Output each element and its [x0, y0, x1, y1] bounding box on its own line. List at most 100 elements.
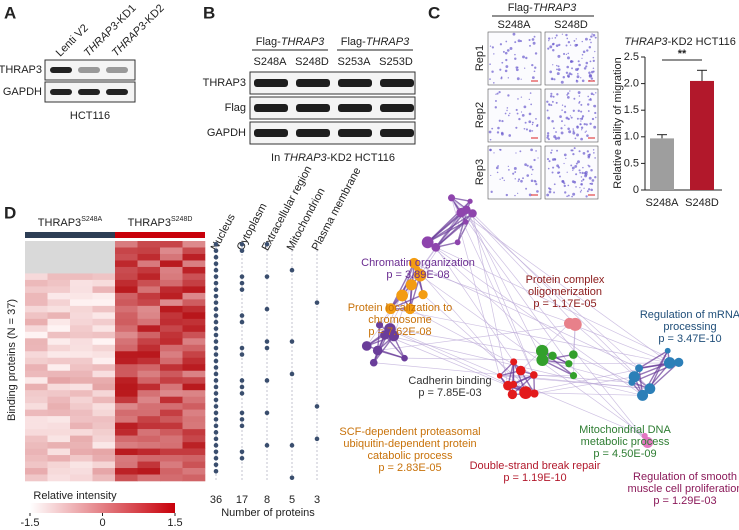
cell	[563, 182, 566, 185]
cell	[512, 32, 516, 36]
heatmap-cell	[25, 448, 48, 456]
cell	[588, 71, 591, 74]
protein-dot	[213, 345, 219, 351]
protein-dot	[213, 313, 219, 318]
heatmap-cell	[70, 351, 93, 359]
micrograph	[487, 88, 542, 143]
cell	[515, 126, 518, 129]
heatmap-cell	[160, 364, 183, 372]
cell	[550, 77, 554, 81]
cell	[581, 115, 585, 118]
text-part: THRAP3	[281, 36, 325, 48]
cell	[580, 103, 583, 106]
heatmap-cell	[70, 273, 93, 281]
band	[50, 67, 72, 73]
heatmap-cell	[70, 331, 93, 339]
protein-dot	[239, 241, 245, 247]
heatmap-cell	[137, 364, 161, 372]
heatmap-cell	[92, 357, 116, 365]
cell	[551, 171, 554, 174]
network-edge	[390, 308, 670, 364]
protein-dot	[264, 241, 270, 247]
heatmap-cell	[47, 442, 71, 449]
heatmap-cell	[137, 292, 161, 300]
protein-dot	[289, 475, 295, 481]
cell	[528, 193, 532, 197]
cell	[580, 137, 583, 141]
cell	[548, 37, 551, 40]
cell	[594, 36, 597, 39]
cell	[572, 192, 576, 196]
heatmap-cell	[25, 357, 48, 365]
band	[338, 79, 372, 87]
cell	[585, 61, 589, 65]
cell	[562, 76, 566, 79]
network-edge	[379, 324, 526, 393]
protein-dot	[213, 274, 219, 279]
heatmap-cell	[47, 409, 71, 417]
heatmap-cell	[47, 429, 71, 436]
heatmap-cell	[137, 247, 161, 255]
heatmap-cell	[70, 468, 93, 475]
protein-dot	[289, 339, 295, 344]
lane-label: S248D	[295, 56, 329, 68]
network-node	[564, 317, 576, 329]
cell	[565, 157, 567, 160]
term-label: Regulation of mRNA	[640, 309, 739, 321]
heatmap-cell	[115, 331, 138, 339]
protein-dot	[239, 287, 245, 292]
group-label: THRAP3S248A	[38, 216, 103, 229]
heatmap-cell	[92, 422, 116, 430]
cell	[580, 189, 583, 192]
lane-label: S248A	[253, 56, 287, 68]
cell	[496, 131, 500, 134]
protein-dot	[289, 371, 295, 377]
heatmap-cell	[137, 416, 161, 423]
cell	[520, 179, 523, 183]
band	[338, 129, 372, 137]
protein-dot	[213, 462, 219, 468]
cell	[551, 119, 554, 123]
cell	[531, 168, 534, 171]
heatmap-cell	[92, 318, 116, 326]
heatmap-cell	[115, 260, 138, 268]
cell	[561, 179, 565, 183]
significance: **	[678, 48, 687, 60]
heatmap-cell	[182, 396, 206, 404]
cell	[517, 192, 519, 195]
heatmap-cell	[115, 474, 138, 482]
cell	[589, 60, 592, 63]
heatmap-cell	[70, 455, 93, 462]
network-node	[569, 350, 578, 359]
heatmap-cell	[70, 299, 93, 307]
heatmap-cell	[115, 422, 138, 430]
text-part: THRAP3	[366, 36, 410, 48]
cell	[575, 38, 577, 40]
network-edge	[435, 212, 474, 248]
network-node	[530, 389, 539, 398]
cell	[592, 149, 595, 151]
cell	[588, 165, 591, 168]
cell	[561, 33, 564, 35]
text-part: Flag-	[256, 36, 281, 48]
cell	[586, 49, 589, 52]
term-p: p = 7.62E-08	[368, 326, 431, 338]
network-edge	[525, 392, 643, 396]
heatmap-cell	[47, 286, 71, 294]
cell	[573, 180, 577, 184]
network-node	[507, 389, 518, 400]
heatmap-cell	[115, 247, 138, 255]
heatmap-cell	[137, 305, 161, 313]
cell	[546, 136, 549, 139]
cell	[531, 173, 533, 175]
protein-dot	[239, 319, 245, 325]
cell-line: HCT116	[70, 110, 110, 122]
cell	[592, 33, 596, 37]
cell	[593, 104, 597, 108]
cell	[583, 187, 585, 189]
heatmap-cell	[25, 409, 48, 417]
cell	[582, 50, 586, 54]
heatmap-cell	[182, 299, 206, 307]
heatmap-cell	[47, 474, 71, 482]
